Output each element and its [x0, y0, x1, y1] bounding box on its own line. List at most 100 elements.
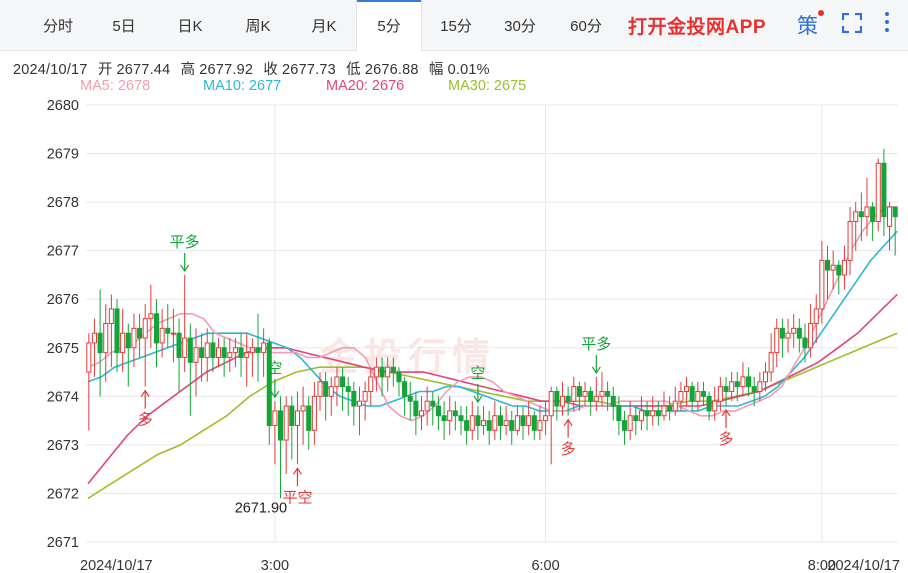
- x-tick-label: 2024/10/17: [827, 558, 900, 573]
- open-app-link[interactable]: 打开金投网APP: [628, 17, 767, 38]
- strategy-button[interactable]: 策: [797, 10, 824, 40]
- ma30-legend: MA30: 2675: [448, 78, 527, 94]
- candle-body: [582, 390, 588, 397]
- candle-body: [757, 381, 763, 392]
- candle-body: [215, 347, 222, 358]
- candle-body: [672, 400, 678, 412]
- signal-arrowhead: [563, 418, 573, 427]
- tab-intraday[interactable]: 分时: [42, 18, 73, 35]
- more-options-icon[interactable]: [883, 12, 891, 36]
- candle-body: [210, 342, 216, 358]
- candle-body: [351, 390, 357, 407]
- tab-weekly-k[interactable]: 周K: [245, 18, 271, 35]
- candle-body: [475, 415, 481, 426]
- candle-body: [362, 390, 368, 402]
- candle-body: [599, 390, 605, 397]
- candle-body: [486, 420, 492, 431]
- tab-15-min[interactable]: 15分: [440, 18, 472, 35]
- candle-body: [492, 415, 498, 431]
- ma20-line: [87, 293, 898, 485]
- candle-body: [621, 420, 628, 431]
- y-tick-label: 2674: [47, 389, 79, 405]
- y-tick-label: 2680: [47, 98, 79, 114]
- y-tick-label: 2679: [47, 147, 79, 163]
- candle-body: [633, 415, 639, 422]
- signal-arrowhead: [292, 467, 302, 475]
- x-tick-label: 8:00: [808, 558, 836, 573]
- candle-body: [802, 337, 808, 349]
- candle-body: [407, 395, 413, 402]
- tab-5-day[interactable]: 5日: [112, 18, 136, 35]
- candle-body: [543, 415, 549, 422]
- tab-60-min[interactable]: 60分: [570, 18, 602, 35]
- candle-body: [345, 386, 351, 392]
- candle-body: [808, 323, 814, 349]
- candle-body: [847, 221, 853, 261]
- y-tick-label: 2678: [47, 195, 79, 211]
- candle-body: [785, 332, 791, 339]
- candle-body: [204, 342, 210, 358]
- ma5-line: [87, 206, 898, 422]
- candle-body: [300, 405, 306, 412]
- sell-signal-label: 平多: [581, 336, 611, 353]
- candle-body: [779, 327, 785, 339]
- candle-body: [576, 386, 582, 397]
- candle-body: [616, 405, 622, 422]
- candle-body: [870, 206, 876, 223]
- candle-body: [193, 347, 199, 363]
- candle-body: [266, 342, 272, 426]
- candle-body: [278, 410, 284, 441]
- strategy-label: 策: [797, 15, 818, 38]
- candle-body: [734, 381, 740, 388]
- candle-body: [182, 337, 188, 358]
- candle-body: [565, 395, 571, 402]
- candle-body: [689, 386, 695, 402]
- tab-30-min[interactable]: 30分: [504, 18, 536, 35]
- buy-signal-label: 多: [561, 441, 576, 458]
- high-value: 2677.92: [199, 62, 254, 78]
- open-value: 2677.44: [116, 62, 171, 78]
- tab-5-min[interactable]: 5分: [356, 0, 422, 51]
- buy-signal-label: 多: [719, 431, 734, 448]
- candle-body: [791, 327, 797, 334]
- candle-body: [424, 400, 430, 412]
- candle-body: [824, 259, 831, 271]
- candle-body: [396, 371, 402, 383]
- candle-body: [385, 366, 391, 378]
- ma20-legend: MA20: 2676: [326, 78, 405, 94]
- candle-body: [458, 415, 464, 422]
- candle-body: [729, 381, 735, 392]
- candle-body: [340, 376, 346, 388]
- signal-arrowhead: [140, 389, 150, 397]
- candle-body: [700, 390, 706, 397]
- sell-signal-label: 空: [470, 365, 485, 382]
- tab-daily-k[interactable]: 日K: [177, 18, 203, 35]
- fullscreen-icon[interactable]: [842, 13, 862, 33]
- candle-body: [813, 308, 819, 324]
- y-tick-label: 2671: [47, 535, 79, 551]
- candle-body: [554, 390, 560, 407]
- candle-body: [379, 366, 385, 378]
- tab-monthly-k[interactable]: 月K: [311, 18, 337, 35]
- candle-body: [751, 386, 757, 392]
- candle-body: [853, 211, 859, 223]
- candle-body: [317, 381, 323, 397]
- candle-body: [435, 405, 441, 417]
- signal-arrowhead: [270, 390, 280, 399]
- candle-body: [796, 327, 802, 339]
- candle-body: [661, 405, 667, 417]
- signal-arrowhead: [721, 408, 731, 417]
- buy-signal-label: 多: [138, 412, 153, 429]
- candle-body: [244, 352, 250, 358]
- candle-body: [605, 390, 611, 397]
- candle-body: [148, 313, 154, 320]
- candle-body: [289, 405, 295, 426]
- candle-body: [627, 415, 633, 431]
- candle-body: [221, 347, 227, 358]
- candle-body: [678, 390, 684, 402]
- candle-body: [159, 327, 165, 344]
- candle-body: [86, 342, 92, 373]
- x-tick-label: 3:00: [261, 558, 289, 573]
- candle-body: [746, 376, 752, 388]
